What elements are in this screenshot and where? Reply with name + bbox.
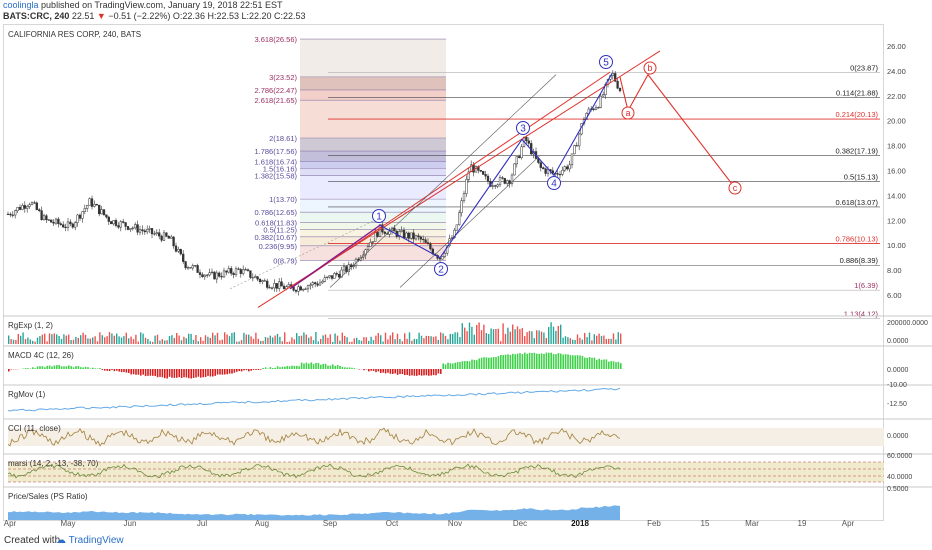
price-change: −0.51 (−2.22%) (108, 11, 171, 21)
publish-header: coolingla published on TradingView.com, … (0, 0, 932, 22)
rgexp-label[interactable]: RgExp (1, 2) (8, 321, 53, 330)
tradingview-link[interactable]: TradingView (68, 535, 124, 546)
ticker-line: BATS:CRC, 240 22.51 ▼ −0.51 (−2.22%) O:2… (3, 11, 306, 22)
cci-label[interactable]: CCI (11, close) (8, 424, 61, 433)
chart-area[interactable] (3, 24, 884, 521)
marsi-label[interactable]: marsi (14, 2, -13, -38, 70) (8, 459, 99, 468)
publish-line: coolingla published on TradingView.com, … (3, 0, 283, 11)
symbol-title: CALIFORNIA RES CORP, 240, BATS (8, 30, 142, 39)
last-price: 22.51 (71, 11, 95, 21)
price-axis-strip[interactable] (884, 24, 932, 521)
created-with: Created with (4, 535, 61, 546)
rgmov-label[interactable]: RgMov (1) (8, 390, 46, 399)
ohlc-values: O:22.36 H:22.53 L:22.20 C:22.53 (172, 11, 306, 21)
ps-label[interactable]: Price/Sales (PS Ratio) (8, 492, 88, 501)
ticker: BATS:CRC, 240 (3, 11, 70, 21)
macd-label[interactable]: MACD 4C (12, 26) (8, 351, 74, 360)
publish-info: published on TradingView.com, January 19… (41, 0, 283, 10)
down-arrow-icon: ▼ (96, 11, 106, 21)
footer: Created with ☁ TradingView (0, 531, 932, 550)
tradingview-brand[interactable]: ☁ TradingView (56, 531, 124, 550)
author-link[interactable]: coolingla (3, 0, 39, 10)
tv-cloud-icon: ☁ (56, 535, 66, 546)
